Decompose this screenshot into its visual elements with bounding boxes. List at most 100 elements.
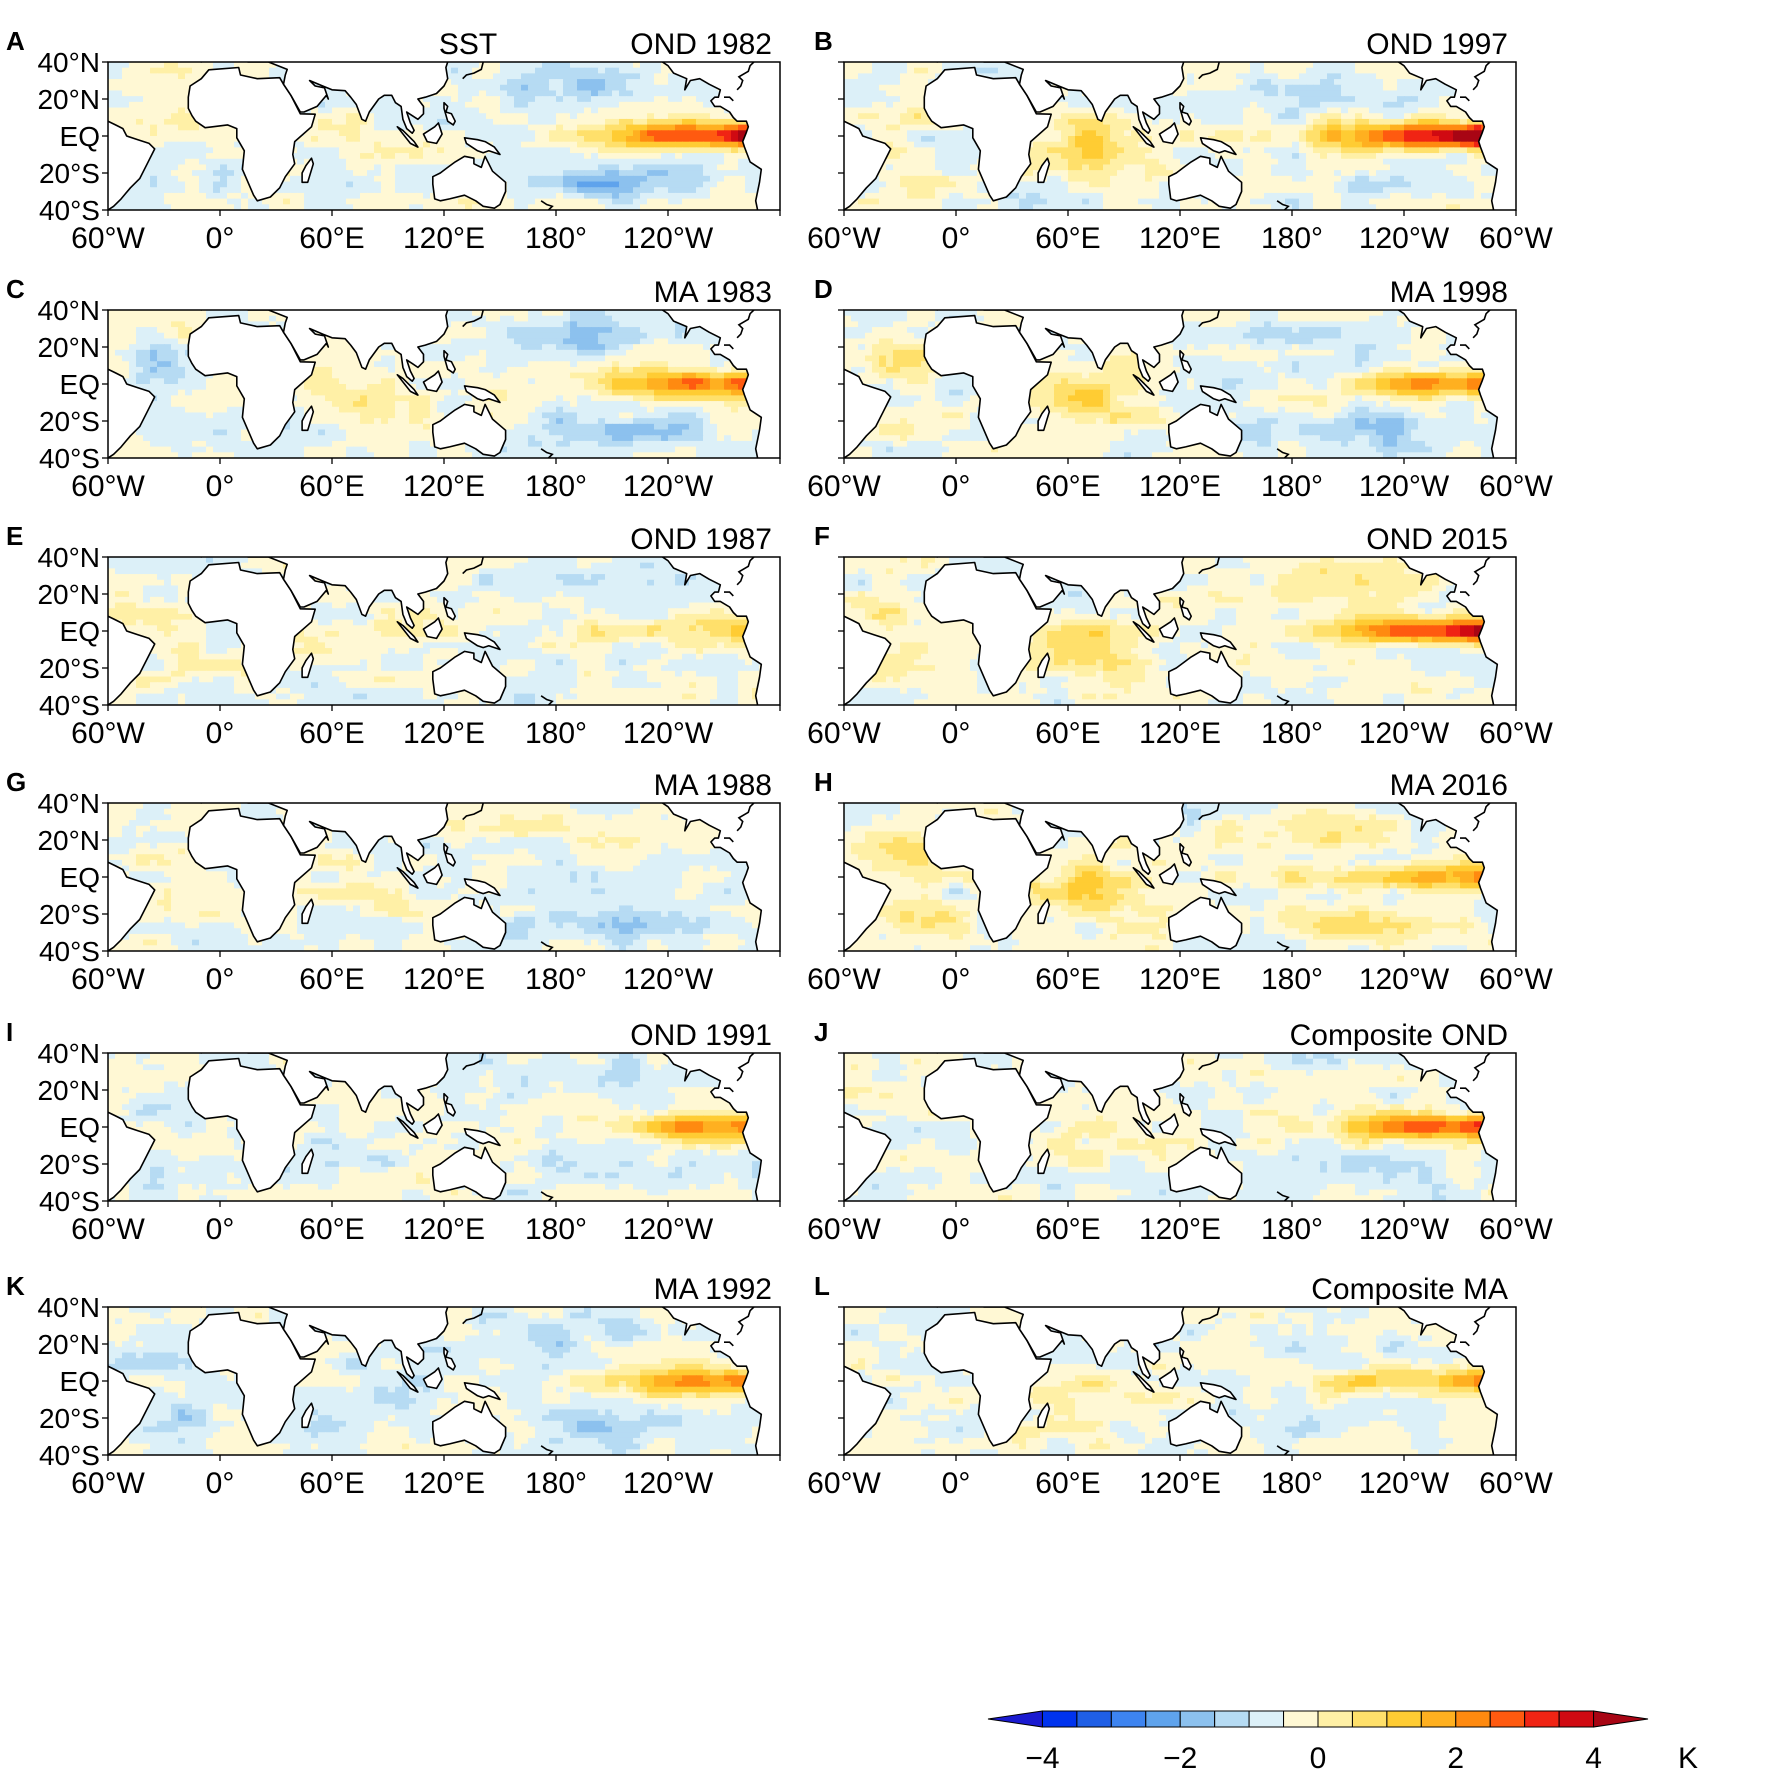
lon-tick-label: 60°E [299,222,364,255]
panel-title: MA 1983 [654,276,772,309]
lon-tick-label: 180° [525,963,587,996]
lon-tick-label: 120°W [623,717,714,750]
lon-tick-label: 60°W [807,1467,881,1500]
panel-letter: H [814,767,833,797]
lon-tick-label: 0° [206,1213,235,1246]
lon-tick-label: 180° [1261,963,1323,996]
lon-tick-label: 180° [1261,1467,1323,1500]
lat-tick-label: 20°S [39,653,100,684]
coastlines [108,62,780,210]
panel-l: 60°W 0° 60°E 120°E 180° 120°W 60°W L Composite M… [807,1271,1553,1500]
panel-letter: E [6,521,23,551]
lon-tick-label: 120°E [1139,222,1221,255]
lon-tick-label: 120°W [1359,222,1450,255]
colorbar-unit: K [1678,1742,1698,1770]
colorbar-segment [987,1710,1043,1728]
panel-b: 60°W 0° 60°E 120°E 180° 120°W 60°W B OND 1997 [807,26,1553,255]
coastlines [844,557,1516,705]
panel-title: MA 2016 [1390,769,1508,802]
lon-tick-label: 120°E [1139,1467,1221,1500]
lon-tick-label: 60°E [1035,470,1100,503]
lat-tick-label: 40°N [37,1038,100,1069]
colorbar-segment [1455,1710,1491,1728]
lat-tick-label: 40°N [37,542,100,573]
colorbar-tick-label: 4 [1585,1742,1602,1770]
colorbar-tick-label: 2 [1447,1742,1464,1770]
lat-tick-label: EQ [60,369,100,400]
lon-tick-label: 60°W [807,717,881,750]
lon-tick-label: 60°W [71,470,145,503]
panel-letter: I [6,1017,13,1047]
coastlines [108,1053,780,1201]
lon-tick-label: 60°E [1035,717,1100,750]
lon-tick-label: 120°E [1139,1213,1221,1246]
lon-tick-label: 0° [942,963,971,996]
lat-tick-label: 20°S [39,1149,100,1180]
lon-tick-label: 180° [525,470,587,503]
lon-tick-label: 0° [942,470,971,503]
coastlines [844,1053,1516,1201]
colorbar-segment [1386,1710,1422,1728]
panel-letter: F [814,521,830,551]
lon-tick-label: 0° [206,1467,235,1500]
lat-tick-label: 40°N [37,295,100,326]
lon-tick-label: 120°W [1359,963,1450,996]
coastlines [844,62,1516,210]
panel-letter: B [814,26,833,56]
lon-tick-label: 120°W [623,470,714,503]
lon-tick-label: 120°E [403,717,485,750]
lon-tick-label: 60°W [1479,470,1553,503]
panel-e: 40°N 20°N EQ 20°S 40°S60°W 0° 60°E 120°E 180° 120… [6,521,781,750]
coastlines [108,310,780,458]
colorbar-tick-label: 0 [1310,1742,1327,1770]
lat-tick-label: 40°S [39,1440,100,1471]
panel-letter: A [6,26,25,56]
colorbar-segment [1593,1710,1649,1728]
lat-tick-label: EQ [60,862,100,893]
lon-tick-label: 60°E [1035,1213,1100,1246]
lon-tick-label: 120°W [623,963,714,996]
colorbar-segment [1558,1710,1595,1728]
panel-i: 40°N 20°N EQ 20°S 40°S60°W 0° 60°E 120°E 180° 120… [6,1017,781,1246]
lat-tick-label: EQ [60,121,100,152]
lon-tick-label: 120°E [403,470,485,503]
panel-g: 40°N 20°N EQ 20°S 40°S60°W 0° 60°E 120°E 180° 120… [6,767,781,996]
colorbar: −4 −2 0 2 4 K [987,1710,1698,1770]
lat-tick-label: 20°N [37,825,100,856]
colorbar-segment [1248,1710,1285,1728]
lon-tick-label: 120°E [1139,717,1221,750]
colorbar-segment [1110,1710,1147,1728]
lat-tick-label: 40°S [39,443,100,474]
lon-tick-label: 0° [206,470,235,503]
lon-tick-label: 60°W [71,717,145,750]
lon-tick-label: 60°E [1035,222,1100,255]
lat-tick-label: 40°S [39,195,100,226]
lat-tick-label: 20°N [37,332,100,363]
colorbar-segment [1214,1710,1250,1728]
lon-tick-label: 60°W [1479,222,1553,255]
lat-tick-label: 20°S [39,1403,100,1434]
colorbar-segment [1420,1710,1457,1728]
panel-title: MA 1988 [654,769,772,802]
colorbar-segment [1283,1710,1319,1728]
colorbar-segment [1041,1710,1078,1728]
lon-tick-label: 120°E [1139,963,1221,996]
lon-tick-label: 60°E [1035,963,1100,996]
colorbar-segment [1524,1710,1560,1728]
lat-tick-label: 40°S [39,936,100,967]
lon-tick-label: 0° [206,717,235,750]
lon-tick-label: 180° [525,222,587,255]
panel-title: OND 2015 [1366,523,1508,556]
panel-j: 60°W 0° 60°E 120°E 180° 120°W 60°W J Composite O… [807,1017,1553,1246]
panel-letter: G [6,767,26,797]
variable-label: SST [439,28,497,61]
lon-tick-label: 120°W [1359,1467,1450,1500]
lat-tick-label: 40°S [39,1186,100,1217]
panel-letter: C [6,274,25,304]
lon-tick-label: 120°W [1359,470,1450,503]
lat-tick-label: 20°S [39,899,100,930]
panel-title: OND 1991 [630,1019,772,1052]
panel-title: MA 1998 [1390,276,1508,309]
